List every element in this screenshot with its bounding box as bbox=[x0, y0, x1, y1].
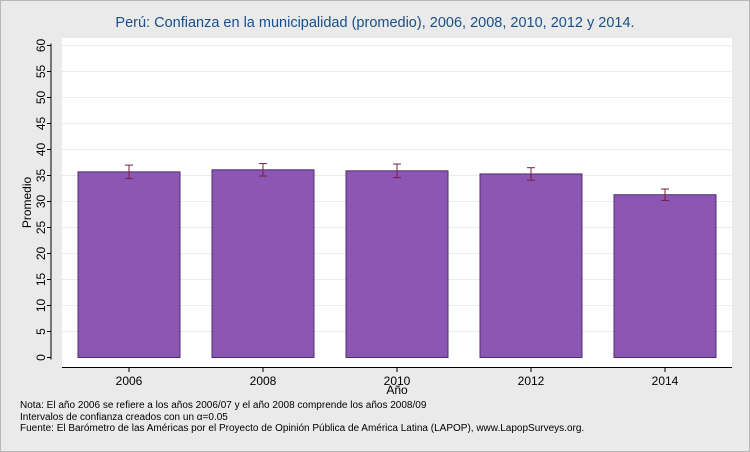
error-bar bbox=[125, 164, 133, 180]
note-line: Nota: El año 2006 se refiere a los años … bbox=[20, 400, 427, 411]
chart-notes: Nota: El año 2006 se refiere a los años … bbox=[20, 400, 584, 435]
y-tick-label: 30 bbox=[34, 195, 48, 209]
error-bar bbox=[661, 188, 669, 201]
note-line: Fuente: El Barómetro de las Américas por… bbox=[20, 423, 585, 434]
x-tick-label: 2010 bbox=[384, 374, 411, 388]
error-bar bbox=[527, 167, 535, 181]
bar bbox=[77, 171, 181, 358]
y-tick-label: 45 bbox=[34, 117, 48, 131]
x-tick-label: 2006 bbox=[116, 374, 143, 388]
y-tick-label: 5 bbox=[34, 328, 48, 335]
bar-chart: 0 5 10 15 20 25 30 35 40 45 50 55 60 2006 2008 2010 201… bbox=[20, 38, 732, 397]
y-tick-label: 0 bbox=[34, 354, 48, 361]
error-bar bbox=[393, 163, 401, 179]
x-tick-label: 2012 bbox=[518, 374, 545, 388]
bar bbox=[211, 169, 315, 358]
y-tick-label: 35 bbox=[34, 169, 48, 183]
bar bbox=[479, 173, 583, 358]
bar bbox=[613, 194, 717, 358]
y-tick-label: 60 bbox=[34, 39, 48, 53]
y-axis: 0 5 10 15 20 25 30 35 40 45 50 55 60 bbox=[34, 39, 52, 361]
y-axis-label: Promedio bbox=[20, 176, 34, 228]
x-axis: 2006 2008 2010 2012 2014 bbox=[62, 367, 732, 388]
note-line: Intervalos de confianza creados con un α… bbox=[20, 411, 228, 423]
error-bars bbox=[125, 163, 669, 201]
y-tick-label: 20 bbox=[34, 247, 48, 261]
bar bbox=[345, 170, 449, 358]
y-tick-label: 50 bbox=[34, 91, 48, 105]
error-bar bbox=[259, 163, 267, 177]
x-axis-label: Año bbox=[386, 383, 408, 397]
x-tick-label: 2014 bbox=[652, 374, 679, 388]
x-tick-label: 2008 bbox=[250, 374, 277, 388]
bars bbox=[77, 169, 717, 358]
chart-title: Perú: Confianza en la municipalidad (pro… bbox=[115, 15, 635, 31]
y-tick-label: 25 bbox=[34, 221, 48, 235]
y-tick-label: 40 bbox=[34, 143, 48, 157]
y-tick-label: 55 bbox=[34, 65, 48, 79]
y-tick-label: 15 bbox=[34, 273, 48, 287]
y-tick-label: 10 bbox=[34, 299, 48, 313]
